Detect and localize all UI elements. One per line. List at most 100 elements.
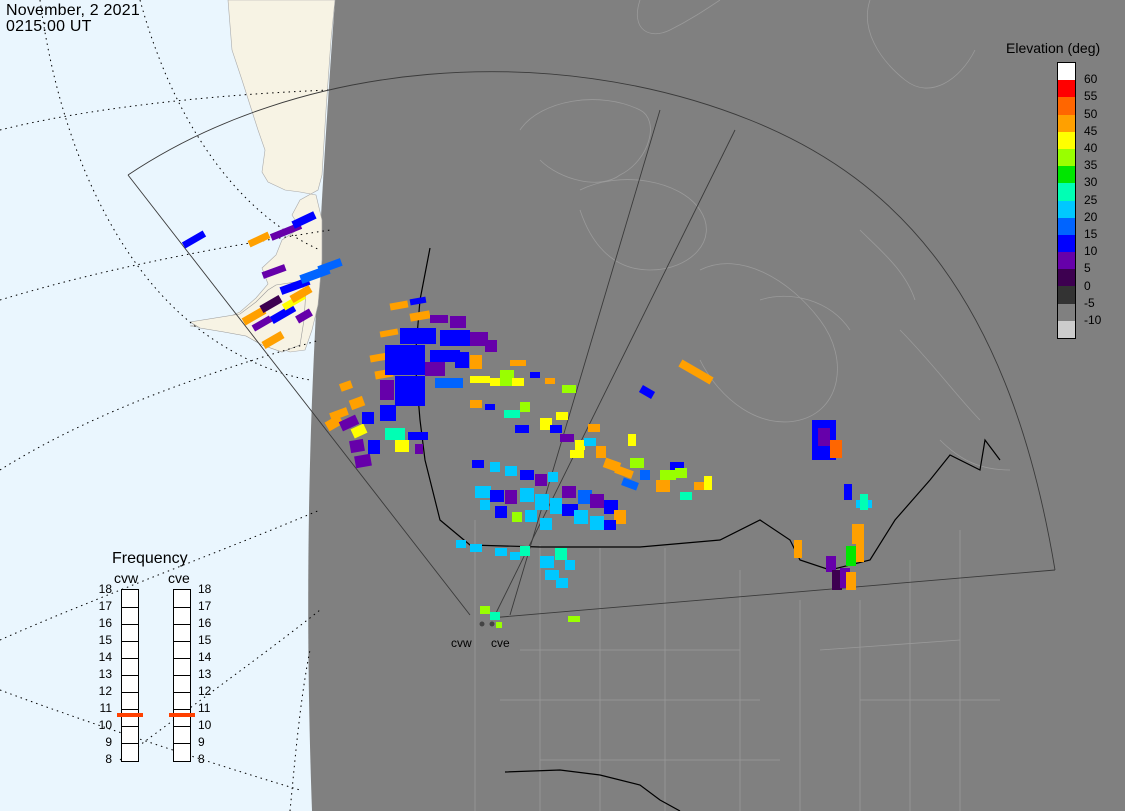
- colorbar-label: 40: [1084, 141, 1098, 155]
- backscatter-cells: [181, 211, 872, 628]
- radar-fov: [127, 71, 1056, 619]
- backscatter-cell: [291, 211, 317, 229]
- backscatter-cell: [496, 622, 502, 628]
- frequency-scale-label: 16: [98, 616, 112, 630]
- backscatter-cell: [385, 428, 405, 440]
- backscatter-cell: [515, 425, 529, 433]
- backscatter-cell: [614, 510, 626, 524]
- frequency-title: Frequency: [112, 550, 188, 567]
- frequency-scale-label: 17: [98, 599, 112, 613]
- backscatter-cell: [338, 380, 354, 392]
- frequency-radar-cvw: cvw: [114, 570, 139, 586]
- frequency-scale-label: 15: [198, 633, 212, 647]
- backscatter-cell: [490, 490, 504, 502]
- backscatter-cell: [472, 460, 484, 468]
- site-label-cvw: cvw: [451, 636, 472, 650]
- frequency-tick: [174, 726, 190, 727]
- frequency-marker: [117, 712, 143, 717]
- backscatter-cell: [241, 306, 267, 326]
- frequency-marker: [169, 712, 195, 717]
- colorbar-label: 35: [1084, 158, 1098, 173]
- colorbar-swatch: [1058, 303, 1075, 321]
- backscatter-cell: [540, 556, 554, 568]
- backscatter-cell: [794, 540, 802, 558]
- backscatter-cell: [251, 315, 273, 332]
- backscatter-cell: [565, 560, 575, 570]
- backscatter-cell: [512, 378, 524, 386]
- backscatter-cell: [470, 332, 488, 346]
- backscatter-cell: [510, 360, 526, 366]
- backscatter-cell: [430, 350, 460, 362]
- frequency-scale-label: 14: [98, 650, 112, 664]
- frequency-scale-label: 9: [198, 735, 205, 749]
- backscatter-cell: [349, 438, 365, 454]
- colorbar-label: 50: [1084, 106, 1098, 121]
- frequency-radar-cve: cve: [168, 570, 190, 586]
- backscatter-cell: [556, 578, 568, 588]
- backscatter-cell: [348, 395, 366, 411]
- backscatter-cell: [826, 556, 836, 572]
- colorbar-swatch: [1058, 166, 1075, 184]
- backscatter-cell: [259, 295, 283, 313]
- backscatter-cell: [505, 490, 517, 504]
- frequency-scale-label: 18: [198, 582, 212, 596]
- colorbar-swatch: [1058, 217, 1075, 235]
- frequency-scale-label: 13: [98, 667, 112, 681]
- backscatter-cell: [550, 425, 562, 433]
- frequency-scale-label: 8: [105, 752, 112, 766]
- frequency-tick: [122, 641, 138, 642]
- colorbar-swatch: [1058, 148, 1075, 167]
- colorbar-swatch: [1058, 183, 1075, 201]
- backscatter-cell: [395, 376, 425, 406]
- backscatter-cell: [368, 440, 380, 454]
- backscatter-cell: [362, 412, 374, 424]
- backscatter-cell: [295, 308, 313, 324]
- backscatter-cell: [369, 352, 389, 363]
- map-date: November, 2 2021: [6, 2, 140, 19]
- backscatter-cell: [656, 480, 670, 492]
- backscatter-cell: [490, 612, 500, 620]
- frequency-scale-label: 8: [198, 752, 205, 766]
- backscatter-cell: [490, 378, 506, 386]
- backscatter-cell: [830, 440, 842, 458]
- colorbar-swatch: [1058, 252, 1075, 270]
- backscatter-cell: [354, 453, 372, 469]
- backscatter-cell: [505, 466, 517, 476]
- backscatter-cell: [568, 616, 580, 622]
- backscatter-cell: [181, 230, 207, 249]
- colorbar-label: 45: [1084, 123, 1098, 138]
- frequency-tick: [122, 726, 138, 727]
- frequency-scale-label: 18: [98, 582, 112, 596]
- frequency-tick: [122, 658, 138, 659]
- backscatter-cell: [832, 570, 842, 590]
- frequency-tick: [174, 658, 190, 659]
- backscatter-cell: [415, 444, 423, 454]
- backscatter-cell: [425, 362, 445, 376]
- colorbar-label: 0: [1084, 278, 1091, 293]
- backscatter-cell: [400, 328, 436, 344]
- backscatter-cell: [485, 404, 495, 410]
- frequency-tick: [174, 709, 190, 710]
- frequency-tick: [122, 692, 138, 693]
- map-time: 0215:00 UT: [6, 18, 92, 35]
- frequency-scale-label: 15: [98, 633, 112, 647]
- backscatter-cell: [470, 355, 482, 369]
- frequency-scale-label: 12: [198, 684, 212, 698]
- backscatter-cell: [520, 470, 534, 480]
- colorbar-swatch: [1058, 80, 1075, 98]
- colorbar-swatch: [1058, 234, 1075, 253]
- backscatter-cell: [574, 510, 588, 524]
- backscatter-cell: [409, 296, 427, 306]
- backscatter-cell: [560, 434, 574, 442]
- backscatter-cell: [856, 544, 864, 562]
- backscatter-cell: [562, 385, 576, 393]
- backscatter-cell: [520, 546, 530, 556]
- frequency-scale-label: 9: [105, 735, 112, 749]
- elevation-colorbar: [1057, 62, 1076, 339]
- backscatter-cell: [621, 477, 639, 491]
- backscatter-cell: [846, 572, 856, 590]
- colorbar-label: 60: [1084, 72, 1098, 87]
- frequency-tick: [174, 607, 190, 608]
- colorbar-label: 25: [1084, 192, 1098, 207]
